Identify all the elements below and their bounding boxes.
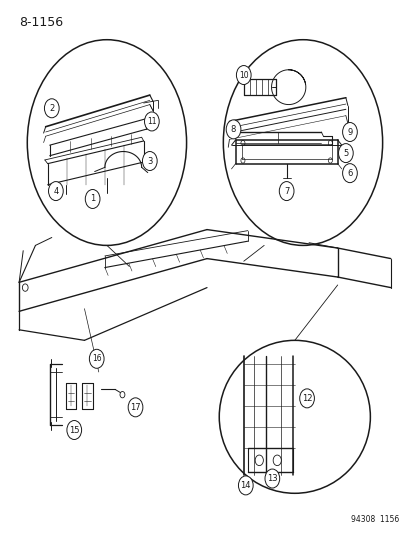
Text: 11: 11 [147, 117, 156, 126]
Text: 15: 15 [69, 425, 79, 434]
Text: 1: 1 [90, 195, 95, 204]
Text: 6: 6 [347, 168, 352, 177]
Circle shape [236, 66, 251, 85]
Circle shape [225, 120, 240, 139]
Circle shape [144, 112, 159, 131]
Circle shape [67, 421, 81, 440]
Circle shape [85, 190, 100, 208]
Text: 17: 17 [130, 403, 140, 412]
Circle shape [44, 99, 59, 118]
Text: 13: 13 [266, 474, 277, 483]
Circle shape [342, 164, 356, 183]
Text: 4: 4 [53, 187, 58, 196]
Circle shape [142, 151, 157, 171]
Circle shape [128, 398, 142, 417]
Circle shape [279, 182, 293, 200]
Text: 5: 5 [342, 149, 348, 158]
Circle shape [238, 476, 252, 495]
Text: 10: 10 [238, 70, 248, 79]
Text: 94308  1156: 94308 1156 [350, 515, 398, 524]
Circle shape [342, 123, 356, 141]
Circle shape [264, 469, 279, 488]
Text: 9: 9 [347, 127, 352, 136]
Circle shape [89, 349, 104, 368]
Circle shape [120, 392, 125, 398]
Circle shape [48, 182, 63, 200]
Text: 7: 7 [283, 187, 289, 196]
Text: 12: 12 [301, 394, 311, 403]
Text: 2: 2 [49, 104, 54, 113]
Text: 8: 8 [230, 125, 236, 134]
Circle shape [299, 389, 313, 408]
Text: 16: 16 [92, 354, 101, 364]
Text: 14: 14 [240, 481, 250, 490]
Text: 8-1156: 8-1156 [19, 16, 63, 29]
Text: 3: 3 [147, 157, 152, 166]
Circle shape [338, 143, 352, 163]
